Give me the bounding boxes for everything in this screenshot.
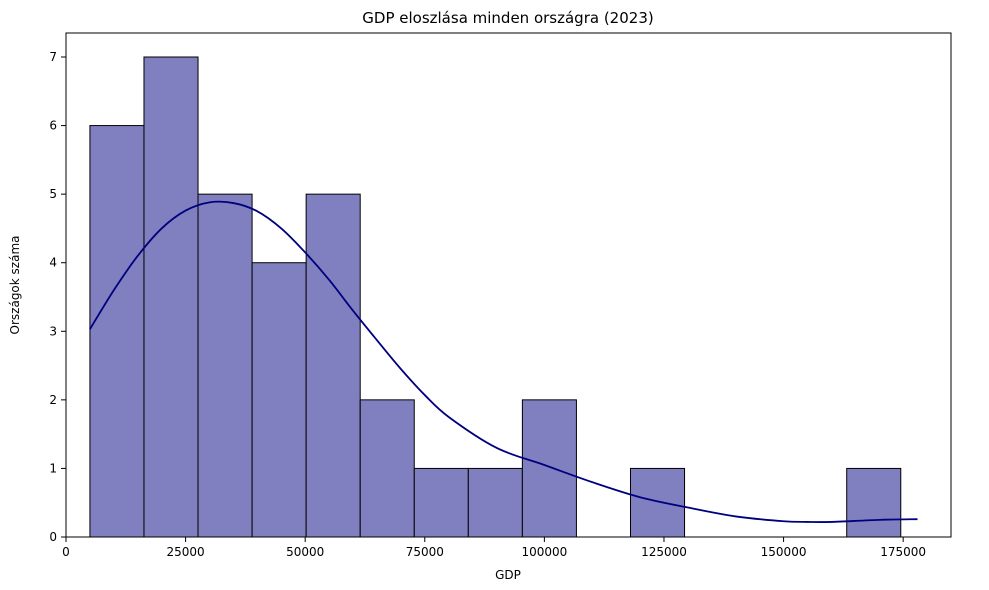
y-tick-label: 4: [49, 256, 57, 270]
x-tick-label: 50000: [286, 545, 324, 559]
histogram-bar: [89, 125, 145, 538]
x-axis-label: GDP: [495, 568, 521, 582]
y-tick-label: 3: [49, 324, 57, 338]
histogram-bar: [197, 193, 253, 538]
chart-title: GDP eloszlása minden országra (2023): [362, 9, 653, 27]
y-axis-label: Országok száma: [8, 236, 22, 335]
x-tick-label: 25000: [167, 545, 205, 559]
histogram-bar: [143, 56, 199, 538]
histogram-bar: [846, 467, 902, 538]
x-tick-label: 0: [62, 545, 70, 559]
histogram-bar: [629, 467, 686, 538]
x-tick-label: 175000: [880, 545, 926, 559]
plot-frame: [65, 32, 952, 538]
histogram-bars: [89, 56, 902, 538]
y-tick-label: 1: [49, 461, 57, 475]
histogram-bar: [251, 262, 307, 538]
x-axis-ticks: 0 25000 50000 75000 100000 125000 150000 175000: [62, 537, 926, 559]
histogram-bar: [521, 399, 577, 538]
y-tick-label: 7: [49, 50, 57, 64]
histogram-bar: [305, 193, 361, 538]
y-axis-ticks: 0 1 2 3 4 5 6 7: [49, 50, 66, 544]
y-tick-label: 6: [49, 119, 57, 133]
y-tick-label: 0: [49, 530, 57, 544]
kde-curve: [89, 200, 918, 523]
y-tick-label: 5: [49, 187, 57, 201]
histogram-bar: [413, 467, 469, 538]
histogram-bar: [359, 399, 415, 538]
histogram-bar: [467, 467, 523, 538]
y-tick-label: 2: [49, 393, 57, 407]
x-tick-label: 150000: [761, 545, 807, 559]
x-tick-label: 100000: [521, 545, 567, 559]
x-tick-label: 125000: [641, 545, 687, 559]
x-tick-label: 75000: [406, 545, 444, 559]
